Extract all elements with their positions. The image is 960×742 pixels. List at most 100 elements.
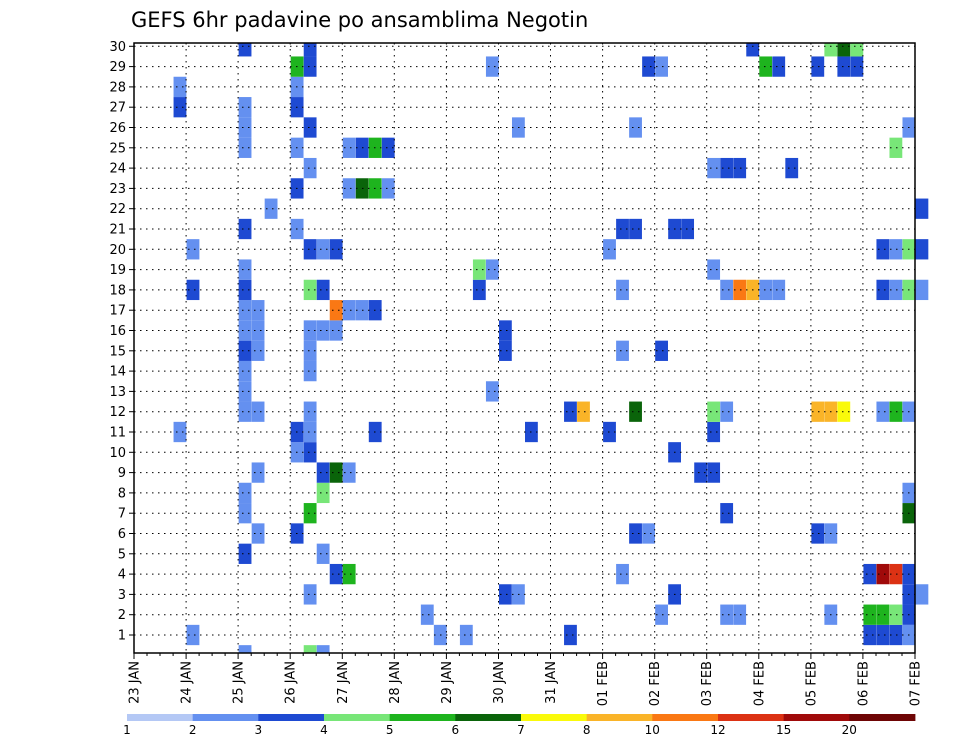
colorbar-label: 3 xyxy=(254,723,262,737)
precip-cell xyxy=(251,340,265,361)
colorbar-label: 7 xyxy=(517,723,525,737)
precip-cell xyxy=(694,462,708,483)
precip-cell xyxy=(616,563,629,585)
precip-cell xyxy=(303,421,317,443)
precip-cell xyxy=(759,56,773,77)
y-tick-label: 9 xyxy=(118,466,126,481)
precip-cell xyxy=(251,462,265,483)
precip-cell xyxy=(381,137,395,158)
precip-cell xyxy=(915,239,929,260)
y-tick-label: 14 xyxy=(109,365,126,380)
precip-cell xyxy=(173,76,187,98)
precip-cell xyxy=(238,137,252,158)
precip-cell xyxy=(642,523,655,544)
x-tick-label: 28 JAN xyxy=(388,661,403,704)
precip-cell xyxy=(342,563,356,585)
precip-cell xyxy=(850,56,864,77)
precip-cell xyxy=(915,198,929,219)
precip-cell xyxy=(303,43,317,57)
precip-cell xyxy=(629,401,642,422)
precip-cell xyxy=(850,43,864,57)
precip-cell xyxy=(485,56,499,77)
y-tick-label: 5 xyxy=(118,547,126,562)
precip-cell xyxy=(681,218,695,240)
precip-cell xyxy=(316,462,330,483)
colorbar-label: 12 xyxy=(710,723,725,737)
precip-cell xyxy=(459,624,473,646)
precipitation-cells xyxy=(173,43,929,653)
colorbar-segment xyxy=(324,714,391,721)
precip-cell xyxy=(603,421,616,443)
precip-cell xyxy=(329,239,343,260)
precip-cell xyxy=(720,604,734,625)
precip-cell xyxy=(186,239,200,260)
precip-cell xyxy=(811,56,825,77)
precip-cell xyxy=(485,259,499,280)
precip-cell xyxy=(837,56,851,77)
colorbar-label: 8 xyxy=(583,723,591,737)
precip-cell xyxy=(863,624,877,646)
x-tick-label: 31 JAN xyxy=(544,661,559,704)
precip-cell xyxy=(420,604,434,625)
precip-cell xyxy=(707,401,721,422)
precip-cell xyxy=(707,259,721,280)
precip-cell xyxy=(342,178,356,199)
precip-cell xyxy=(811,523,825,544)
y-tick-label: 13 xyxy=(109,385,126,400)
precip-cell xyxy=(173,97,187,118)
precip-cell xyxy=(316,320,330,341)
precip-cell xyxy=(238,43,252,57)
precip-cell xyxy=(655,340,668,361)
precip-cell xyxy=(303,401,317,422)
y-tick-label: 7 xyxy=(118,507,126,522)
precip-cell xyxy=(472,259,486,280)
precip-cell xyxy=(316,279,330,301)
colorbar-label: 2 xyxy=(189,723,197,737)
precip-cell xyxy=(251,320,265,341)
y-tick-label: 1 xyxy=(118,629,126,644)
precip-cell xyxy=(629,523,642,544)
y-tick-label: 23 xyxy=(109,182,126,197)
y-tick-label: 10 xyxy=(109,446,126,461)
precip-cell xyxy=(303,320,317,341)
precip-cell xyxy=(316,543,330,564)
precip-cell xyxy=(303,442,317,463)
x-tick-label: 07 FEB xyxy=(909,661,924,706)
colorbar-segment xyxy=(586,714,653,721)
y-tick-label: 8 xyxy=(118,486,126,501)
precip-cell xyxy=(616,218,629,240)
colorbar-segment xyxy=(718,714,785,721)
precip-cell xyxy=(876,563,890,585)
precip-cell xyxy=(889,239,903,260)
precip-cell xyxy=(316,482,330,504)
precip-cell xyxy=(381,178,395,199)
colorbar-label: 6 xyxy=(451,723,459,737)
y-tick-label: 28 xyxy=(109,80,126,95)
colorbar-segment xyxy=(127,714,194,721)
precip-cell xyxy=(238,300,252,321)
y-tick-label: 24 xyxy=(109,162,126,177)
precip-cell xyxy=(238,320,252,341)
grid-lines xyxy=(134,43,915,653)
colorbar-label: 1 xyxy=(123,723,131,737)
precip-cell xyxy=(889,401,903,422)
precip-cell xyxy=(720,503,734,524)
precip-cell xyxy=(915,279,929,301)
colorbar-label: 4 xyxy=(320,723,328,737)
precip-cell xyxy=(316,645,330,653)
y-tick-label: 22 xyxy=(109,202,126,217)
y-tick-label: 15 xyxy=(109,344,126,359)
precip-cell xyxy=(655,604,668,625)
precip-cell xyxy=(889,624,903,646)
precip-cell xyxy=(720,279,734,301)
precip-cell xyxy=(342,137,356,158)
precip-cell xyxy=(498,320,512,341)
precip-cell xyxy=(329,320,343,341)
precip-cell xyxy=(811,401,825,422)
precip-cell xyxy=(303,157,317,179)
precip-cell xyxy=(238,279,252,301)
y-tick-label: 26 xyxy=(109,121,126,136)
precip-cell xyxy=(616,340,629,361)
precip-cell xyxy=(303,645,317,653)
